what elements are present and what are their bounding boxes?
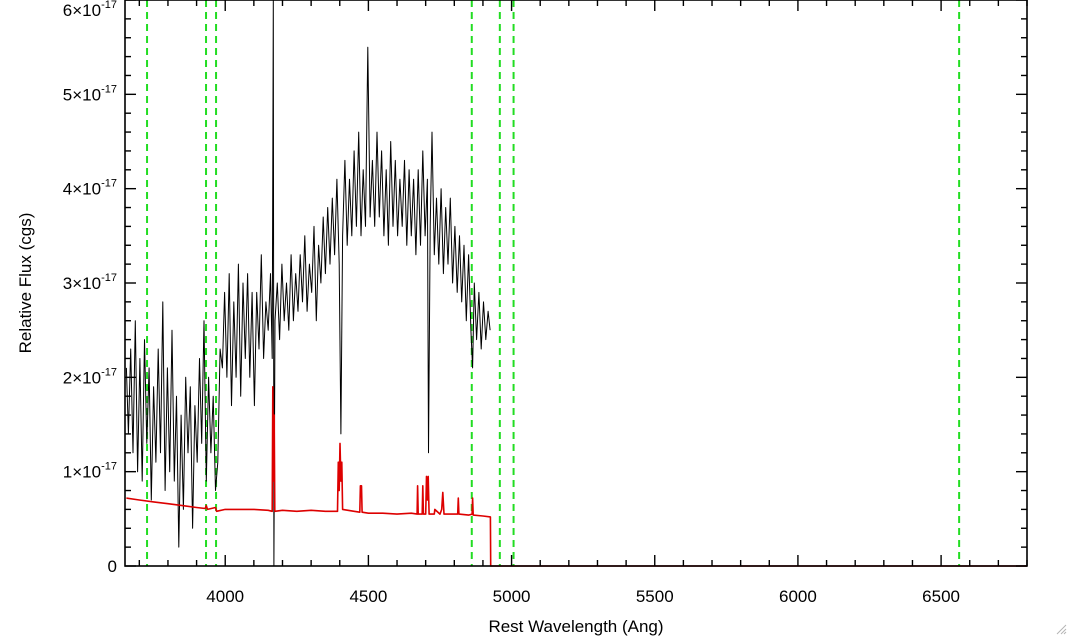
x-tick-label: 5000	[493, 587, 531, 606]
y-tick-label: 3×10-17	[63, 272, 117, 293]
series-group	[125, 0, 1027, 567]
x-axis-title: Rest Wavelength (Ang)	[488, 617, 663, 636]
y-tick-label: 2×10-17	[63, 366, 117, 387]
x-tick-label: 6000	[779, 587, 817, 606]
y-axis-title: Relative Flux (cgs)	[16, 213, 35, 354]
x-tick-label: 5500	[636, 587, 674, 606]
y-tick-label: 4×10-17	[63, 178, 117, 199]
resize-grip-icon[interactable]	[1055, 623, 1067, 635]
x-tick-label: 6500	[922, 587, 960, 606]
y-tick-label: 6×10-17	[63, 0, 117, 20]
reference-line-group	[146, 0, 961, 566]
y-tick-label: 1×10-17	[63, 461, 117, 482]
x-tick-label: 4000	[206, 587, 244, 606]
y-tick-label: 5×10-17	[63, 83, 117, 104]
model-series-line	[126, 386, 1027, 567]
y-tick-label: 0	[108, 557, 117, 576]
spectrum-series-line	[125, 0, 491, 567]
tick-group	[125, 0, 1028, 567]
tick-label-group: 4000 4500 5000 5500 6000 6500 0 1×10-17 2×10-17 3…	[63, 0, 960, 606]
x-tick-label: 4500	[349, 587, 387, 606]
